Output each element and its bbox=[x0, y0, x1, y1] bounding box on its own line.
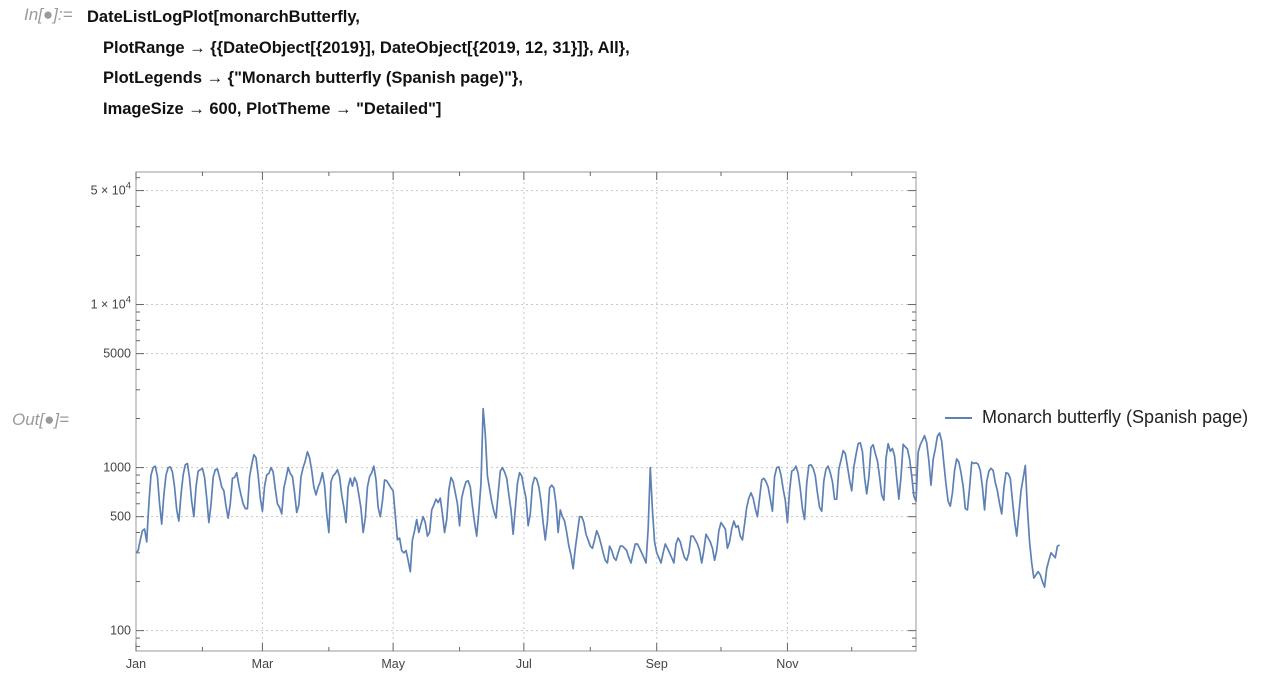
y-tick-label: 5000 bbox=[103, 347, 131, 361]
y-tick-label: 500 bbox=[110, 510, 131, 524]
x-tick-label: Mar bbox=[252, 657, 274, 671]
code-line-3: PlotLegends → {"Monarch butterfly (Spani… bbox=[103, 69, 523, 87]
y-tick-label: 100 bbox=[110, 624, 131, 638]
legend-swatch bbox=[945, 416, 972, 419]
x-tick-label: Jan bbox=[126, 657, 146, 671]
input-cell-label: In[●]:= bbox=[24, 5, 73, 24]
output-cell-label: Out[●]= bbox=[12, 410, 70, 429]
plot-frame bbox=[135, 171, 917, 652]
chart-legend: Monarch butterfly (Spanish page) bbox=[945, 407, 1248, 428]
x-tick-label: Nov bbox=[776, 657, 799, 671]
code-line-2: PlotRange → {{DateObject[{2019}], DateOb… bbox=[103, 38, 630, 57]
code-input[interactable]: DateListLogPlot[monarchButterfly, PlotRa… bbox=[87, 2, 630, 124]
x-tick-label: Sep bbox=[646, 657, 668, 671]
y-tick-label: 1 × 104 bbox=[91, 295, 131, 312]
code-line-4: ImageSize → 600, PlotTheme → "Detailed"] bbox=[103, 99, 442, 118]
series-line-monarch-butterfly bbox=[135, 407, 1060, 588]
x-tick-label: Jul bbox=[516, 657, 532, 671]
legend-label: Monarch butterfly (Spanish page) bbox=[982, 407, 1249, 427]
code-line-1: DateListLogPlot[monarchButterfly, bbox=[87, 8, 360, 26]
x-tick-label: May bbox=[381, 657, 405, 671]
y-tick-label: 5 × 104 bbox=[91, 181, 131, 198]
y-tick-label: 1000 bbox=[103, 461, 131, 475]
